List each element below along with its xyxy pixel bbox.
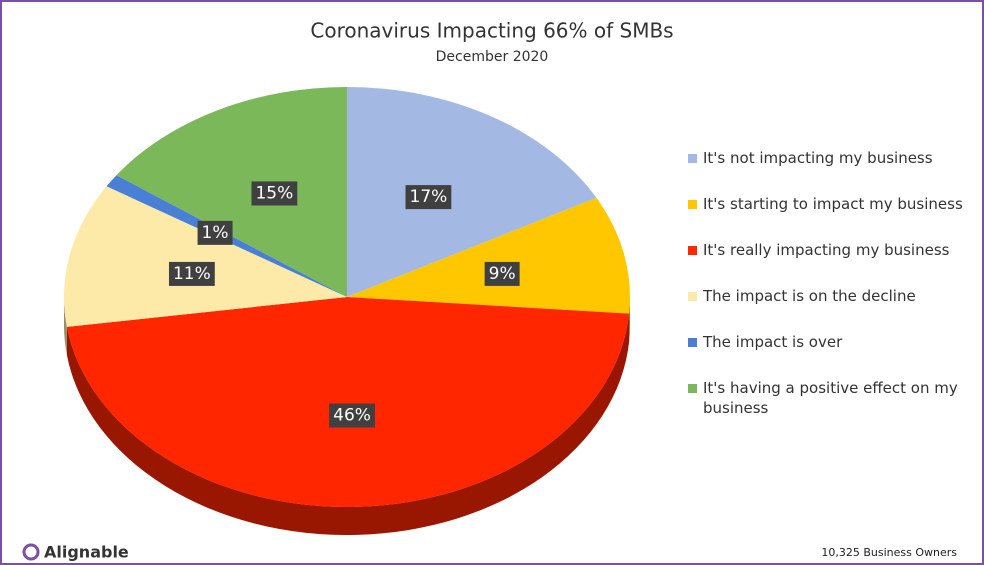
- legend: It's not impacting my business It's start…: [688, 148, 973, 444]
- legend-label: It's having a positive effect on my busi…: [703, 379, 958, 417]
- legend-item: It's having a positive effect on my busi…: [688, 378, 973, 418]
- slice: [347, 197, 630, 314]
- legend-swatch: [688, 200, 697, 209]
- data-label-bg: [329, 403, 375, 428]
- legend-swatch: [688, 154, 697, 163]
- legend-label: It's starting to impact my business: [703, 195, 963, 213]
- legend-item: It's not impacting my business: [688, 148, 973, 168]
- data-label: 1%: [202, 223, 229, 243]
- data-label: 15%: [255, 183, 293, 203]
- legend-item: The impact is over: [688, 332, 973, 352]
- legend-label: It's really impacting my business: [703, 241, 950, 259]
- legend-item: The impact is on the decline: [688, 286, 973, 306]
- pie-sides: [64, 297, 630, 536]
- logo-text: Alignable: [44, 543, 129, 562]
- data-label-bg: [168, 261, 215, 286]
- logo-icon: [22, 543, 40, 561]
- data-label-bg: [405, 185, 452, 210]
- slice-side: [66, 313, 630, 536]
- data-label-bg: [484, 261, 520, 286]
- logo: Alignable: [22, 543, 129, 562]
- slice-side: [629, 297, 630, 342]
- data-label-bg: [197, 220, 233, 245]
- data-label-bg: [251, 181, 298, 206]
- chart-subtitle: December 2020: [436, 49, 549, 65]
- slice: [347, 87, 597, 297]
- pie-labels: 17% 9% 46% 11% 1% 15%: [168, 181, 520, 428]
- slice: [63, 186, 347, 327]
- chart-title: Coronavirus Impacting 66% of SMBs: [310, 19, 673, 43]
- slice: [66, 297, 630, 508]
- slice-side: [64, 297, 67, 355]
- slice: [116, 87, 347, 297]
- legend-item: It's starting to impact my business: [688, 194, 973, 214]
- data-label: 46%: [333, 406, 371, 426]
- data-label: 17%: [410, 187, 448, 207]
- pie-tops: [63, 87, 630, 508]
- legend-label: It's not impacting my business: [703, 149, 933, 167]
- slice-side-shade: [629, 297, 630, 342]
- data-label: 9%: [489, 264, 516, 284]
- legend-swatch: [688, 292, 697, 301]
- legend-swatch: [688, 246, 697, 255]
- data-label: 11%: [173, 264, 211, 284]
- legend-item: It's really impacting my business: [688, 240, 973, 260]
- legend-swatch: [688, 338, 697, 347]
- legend-label: The impact is on the decline: [703, 287, 916, 305]
- legend-swatch: [688, 384, 697, 393]
- legend-label: The impact is over: [703, 333, 843, 351]
- slice-side-shade: [64, 297, 67, 355]
- note: 10,325 Business Owners: [821, 546, 957, 559]
- slice-side-shade: [66, 313, 630, 536]
